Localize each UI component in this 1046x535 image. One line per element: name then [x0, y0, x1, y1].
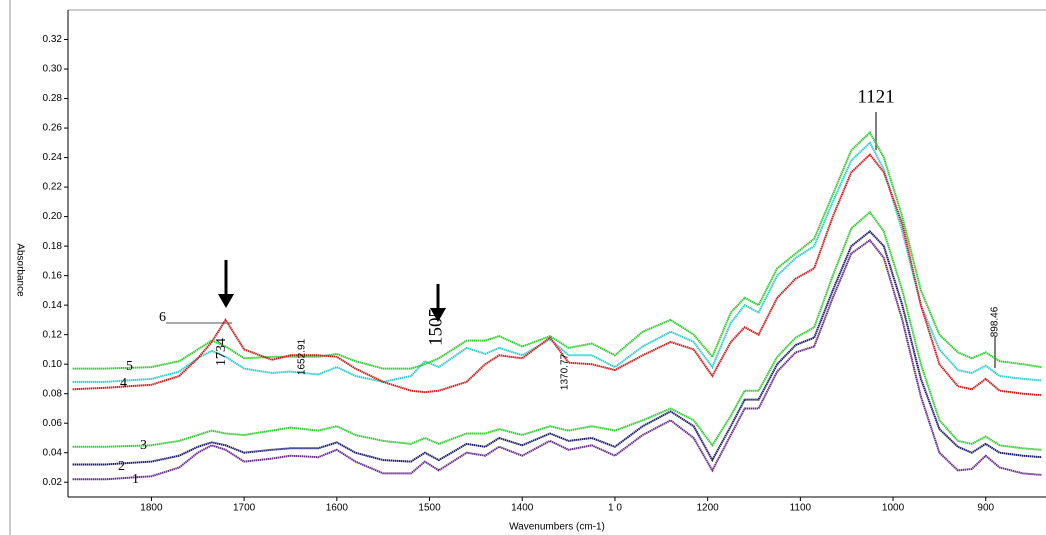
y-tick-label: 0.16 [43, 270, 63, 281]
series-label: 2 [118, 459, 125, 474]
y-tick-label: 0.30 [43, 64, 63, 75]
peak-annotation: 1370.77 [560, 353, 571, 390]
spectrum-line [72, 130, 1042, 370]
series-label: 6 [159, 310, 166, 325]
y-tick-label: 0.32 [43, 34, 63, 45]
x-tick-label: 900 [977, 503, 994, 514]
y-tick-label: 0.28 [43, 93, 63, 104]
arrow [430, 308, 446, 322]
x-tick-label: 1000 [882, 503, 905, 514]
series-label: 1 [132, 472, 139, 487]
y-tick-label: 0.14 [43, 300, 63, 311]
peak-annotation: 1121 [857, 86, 894, 107]
y-tick-label: 0.22 [43, 182, 63, 193]
x-tick-label: 1 0 [608, 503, 622, 514]
y-tick-label: 0.08 [43, 388, 63, 399]
arrow [218, 294, 234, 308]
x-tick-label: 1600 [326, 503, 349, 514]
spectrum-line [72, 141, 1042, 383]
series-label: 5 [126, 359, 133, 374]
series-label: 3 [140, 438, 147, 453]
spectrum-line [72, 153, 1042, 397]
y-tick-label: 0.24 [43, 152, 63, 163]
y-tick-label: 0.12 [43, 329, 63, 340]
series-label: 4 [120, 376, 127, 391]
peak-annotation: 1505 [425, 308, 446, 346]
x-tick-label: 1500 [418, 503, 441, 514]
y-tick-label: 0.18 [43, 241, 63, 252]
x-tick-label: 1100 [790, 503, 812, 514]
y-tick-label: 0.06 [43, 418, 63, 429]
x-tick-label: 1400 [511, 503, 534, 514]
y-tick-label: 0.04 [43, 447, 63, 458]
x-tick-label: 1200 [697, 503, 720, 514]
y-tick-label: 0.02 [43, 477, 63, 488]
y-tick-label: 0.20 [43, 211, 63, 222]
spectrum-line [72, 238, 1042, 481]
peak-annotation: 898.46 [990, 306, 1001, 337]
y-tick-label: 0.26 [43, 123, 63, 134]
x-label: Wavenumbers (cm-1) [509, 522, 605, 533]
y-label: Absorbance [14, 243, 25, 297]
y-tick-label: 0.10 [43, 359, 63, 370]
spectrum-line [72, 210, 1042, 451]
spectrum-line [72, 230, 1042, 466]
peak-annotation: 1652.91 [297, 338, 308, 375]
x-tick-label: 1700 [233, 503, 256, 514]
peak-annotation: 1734 [214, 338, 229, 366]
x-tick-label: 1800 [140, 503, 163, 514]
